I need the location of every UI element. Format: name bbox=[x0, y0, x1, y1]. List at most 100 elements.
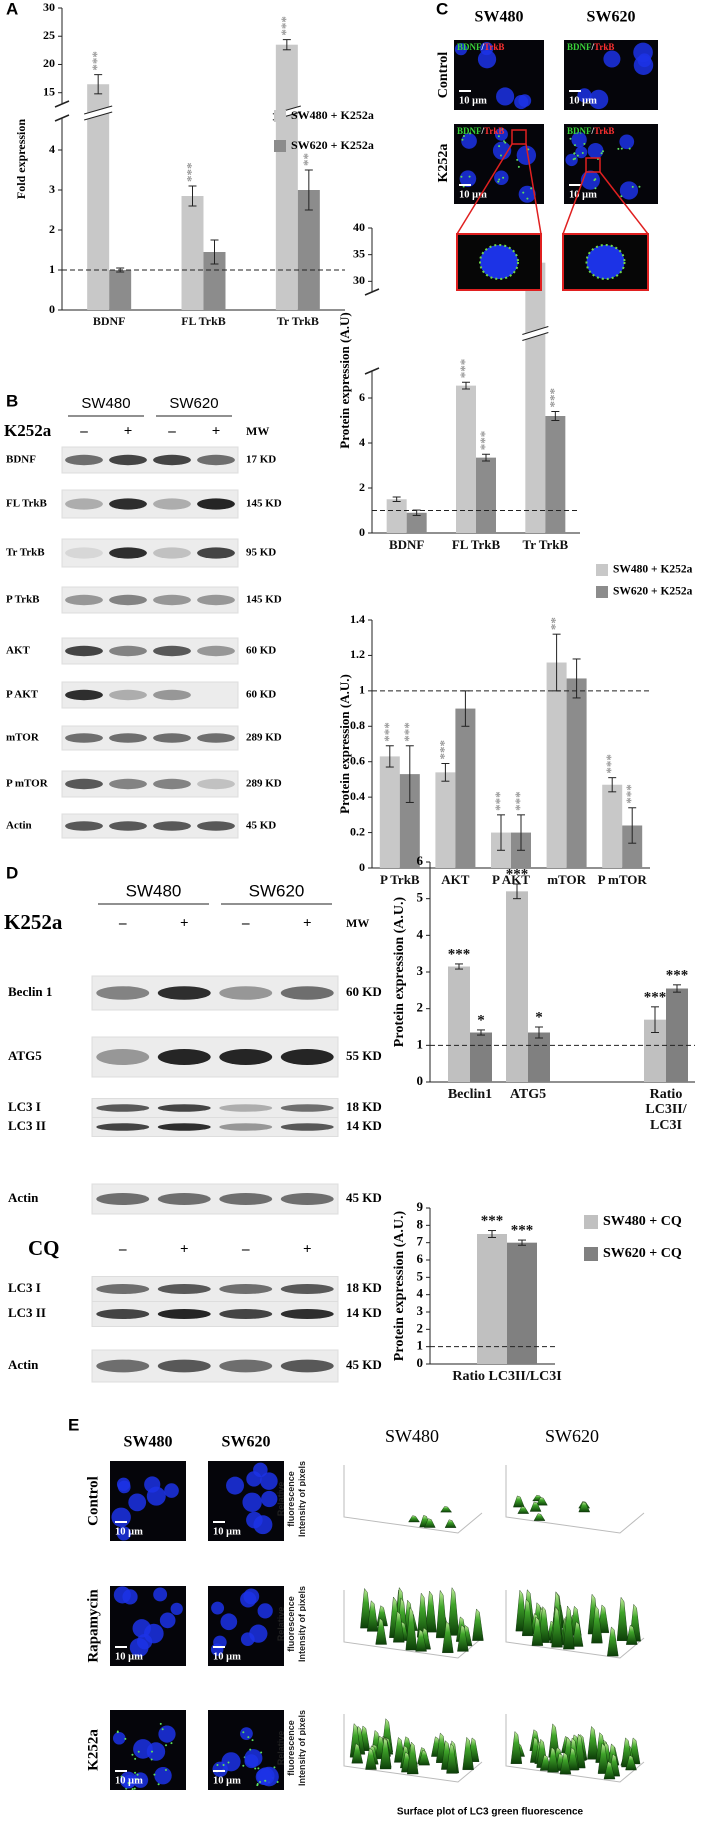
x-tick-label-box: P mTOR bbox=[598, 873, 647, 887]
green-puncta bbox=[264, 1779, 267, 1782]
fluorescence-peak bbox=[446, 1743, 458, 1774]
scale-bar-label: 10 μm bbox=[213, 1651, 241, 1662]
error-bar bbox=[608, 777, 617, 793]
caption: Surface plot of LC3 green fluorescence bbox=[397, 1807, 584, 1818]
green-puncta bbox=[170, 1742, 173, 1745]
chart: 0 2 4 6 30 35 40 Protein expression (A.U) *** ***… bbox=[337, 220, 693, 598]
y-tick-label: 5 bbox=[417, 1268, 424, 1283]
zoom-box bbox=[511, 129, 527, 145]
error-bar bbox=[628, 807, 637, 844]
fluorescence-peak bbox=[408, 1515, 420, 1523]
error-bar bbox=[304, 169, 313, 211]
fluorescence-peak bbox=[444, 1519, 457, 1528]
green-puncta bbox=[133, 1787, 136, 1790]
green-puncta bbox=[530, 187, 533, 190]
blot-band bbox=[153, 547, 191, 559]
blot-band bbox=[65, 594, 103, 606]
fluorescence-peak bbox=[607, 1626, 619, 1657]
nucleus bbox=[243, 1588, 260, 1605]
x-tick-label: BDNF bbox=[92, 315, 126, 328]
blot-band bbox=[197, 733, 235, 743]
treatment-label: K252a bbox=[4, 910, 63, 934]
significance: *** bbox=[546, 388, 561, 408]
x-tick-label-box: P AKT bbox=[492, 873, 530, 887]
bar bbox=[507, 1242, 537, 1364]
stain-part: / bbox=[591, 42, 595, 52]
stain-part: BDNF bbox=[457, 42, 482, 52]
blot-band bbox=[109, 689, 147, 701]
error-bar bbox=[482, 453, 490, 462]
green-puncta bbox=[628, 147, 631, 150]
molecular-weight: 289 KD bbox=[246, 778, 282, 790]
stain-part: / bbox=[481, 126, 485, 136]
fluorescence-peak bbox=[457, 1624, 469, 1652]
blot-band bbox=[157, 1049, 211, 1065]
significance: * bbox=[535, 1009, 543, 1025]
x-tick-label-box: BDNF bbox=[92, 315, 126, 328]
scale-bar-label: 10 μm bbox=[569, 95, 597, 106]
y-tick-label: 20 bbox=[43, 56, 55, 70]
blot-band bbox=[153, 821, 191, 831]
nucleus bbox=[116, 1526, 132, 1541]
significance: * bbox=[477, 1012, 485, 1028]
green-puncta bbox=[600, 152, 603, 155]
blot-band bbox=[153, 733, 191, 743]
y-tick-label: 30 bbox=[43, 0, 55, 14]
x-tick-label-box: Beclin1 bbox=[448, 1087, 492, 1102]
green-puncta bbox=[216, 1763, 219, 1766]
molecular-weight: 145 KD bbox=[246, 498, 282, 510]
blot-band bbox=[65, 689, 103, 701]
y-tick-label: 4 bbox=[417, 926, 424, 941]
nucleus bbox=[144, 1476, 161, 1493]
x-tick-label-box: Ratio LC3II/LC3I bbox=[452, 1369, 561, 1384]
zoom-cell bbox=[479, 244, 519, 280]
error-bar bbox=[455, 963, 463, 970]
y-tick-label: 0 bbox=[417, 1355, 424, 1370]
green-puncta bbox=[260, 1751, 263, 1754]
nucleus bbox=[253, 1515, 273, 1535]
green-puncta bbox=[620, 147, 623, 150]
molecular-weight: 60 KD bbox=[346, 984, 382, 999]
green-puncta bbox=[502, 176, 505, 179]
blot-band bbox=[219, 1193, 273, 1205]
error-bar bbox=[535, 1026, 543, 1039]
x-tick-label-box: P TrkB bbox=[380, 873, 420, 887]
green-puncta bbox=[120, 1775, 123, 1778]
molecular-weight: 45 KD bbox=[346, 1357, 382, 1372]
nucleus bbox=[494, 170, 509, 185]
panel-label: E bbox=[68, 1415, 79, 1434]
blot-band bbox=[65, 547, 103, 559]
green-puncta bbox=[276, 1781, 279, 1784]
column-header: SW480 bbox=[124, 1434, 173, 1451]
row-label: P mTOR bbox=[6, 778, 49, 790]
blot-band bbox=[65, 454, 103, 466]
plot-y-label-box: Relative fluorescence Intensity of pixel… bbox=[276, 1461, 306, 1537]
green-puncta bbox=[498, 178, 501, 181]
plot-y-label-box: Relative fluorescence Intensity of pixel… bbox=[276, 1710, 306, 1786]
blot-band bbox=[96, 1049, 150, 1065]
nucleus bbox=[226, 1476, 245, 1495]
y-tick-label: 6 bbox=[417, 1251, 424, 1266]
bar bbox=[476, 457, 496, 533]
y-tick-label: 1.2 bbox=[350, 647, 365, 661]
bar bbox=[545, 416, 566, 533]
green-puncta bbox=[161, 1728, 164, 1731]
green-puncta bbox=[153, 1773, 156, 1776]
row-label: K252a bbox=[85, 1729, 101, 1771]
green-puncta bbox=[594, 187, 597, 190]
row-label: Actin bbox=[8, 1190, 39, 1205]
panel-label: B bbox=[6, 391, 18, 410]
nucleus bbox=[211, 1601, 225, 1615]
y-tick-label: 15 bbox=[43, 84, 55, 98]
nucleus bbox=[249, 1624, 268, 1643]
x-tick-label: Ratio LC3II/ LC3I bbox=[645, 1087, 687, 1133]
molecular-weight: 289 KD bbox=[246, 732, 282, 744]
x-tick-label: FL TrkB bbox=[451, 538, 501, 552]
blot-band bbox=[219, 1284, 273, 1294]
lane-sign: – bbox=[118, 1241, 127, 1257]
bar bbox=[622, 825, 643, 868]
error-bar bbox=[572, 658, 581, 699]
fluorescence-peak bbox=[435, 1589, 448, 1639]
green-puncta bbox=[581, 152, 584, 155]
fluorescence-peak bbox=[447, 1587, 460, 1636]
